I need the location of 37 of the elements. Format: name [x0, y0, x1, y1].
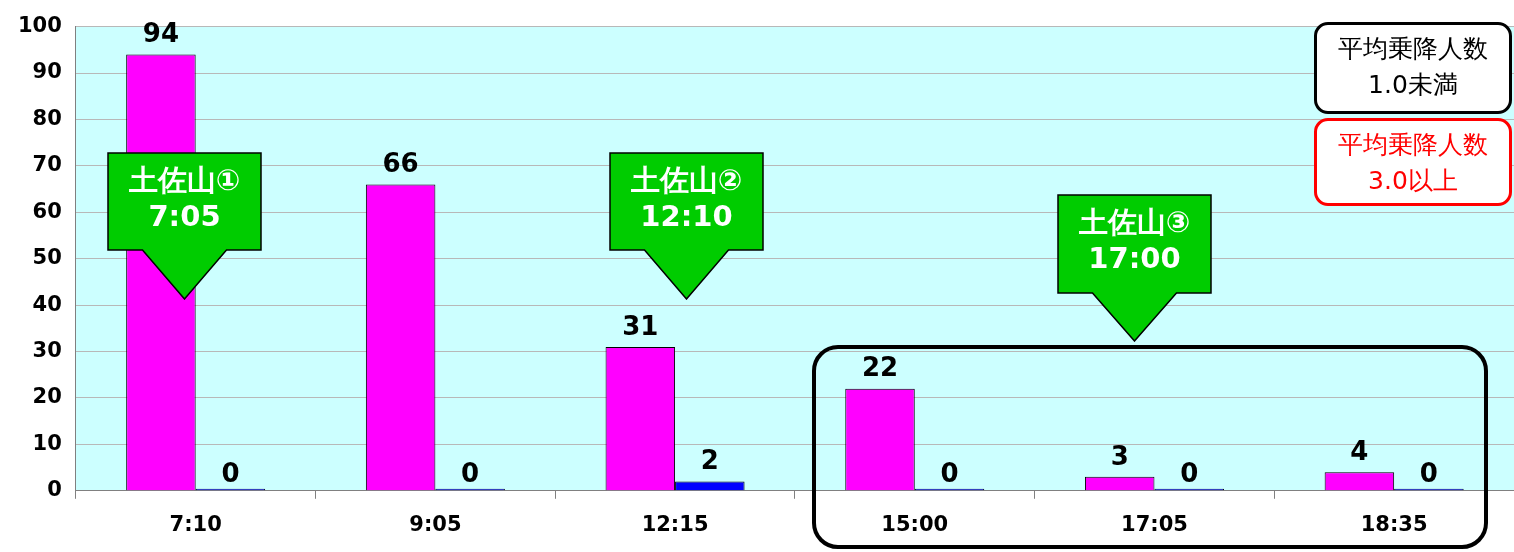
data-label: 0 — [1419, 457, 1438, 488]
y-tick-label: 20 — [32, 384, 62, 409]
y-tick-label: 80 — [32, 105, 62, 130]
data-label: 0 — [1180, 457, 1199, 488]
y-tick-label: 90 — [32, 59, 62, 84]
annotation: 土佐山① 7:05 — [127, 162, 242, 234]
data-label: 22 — [861, 352, 899, 383]
data-label: 4 — [1350, 435, 1369, 466]
data-label: 66 — [382, 148, 419, 179]
y-tick-label: 50 — [32, 245, 62, 270]
data-label: 31 — [622, 310, 659, 341]
y-tick-label: 40 — [32, 291, 62, 316]
data-label: 0 — [221, 457, 240, 488]
annotation: 平均乗降人数 1.0未満 — [1314, 22, 1512, 114]
y-tick-label: 0 — [47, 477, 62, 502]
x-tick-label: 7:10 — [169, 511, 222, 536]
y-tick-label: 100 — [17, 13, 62, 38]
data-label: 2 — [700, 445, 719, 476]
annotation: 土佐山③ 17:00 — [1077, 204, 1192, 276]
data-label: 94 — [142, 18, 180, 49]
arrow-callout: 土佐山③ 17:00 — [1057, 194, 1212, 342]
data-label: 0 — [461, 457, 480, 488]
x-tick-label: 15:00 — [881, 511, 949, 536]
arrow-callout: 土佐山① 7:05 — [107, 152, 262, 300]
y-tick-label: 60 — [32, 198, 62, 223]
annotation: 平均乗降人数 3.0以上 — [1314, 118, 1512, 206]
data-label: 0 — [940, 457, 959, 488]
y-tick-label: 30 — [32, 337, 62, 362]
x-tick-label: 9:05 — [409, 511, 462, 536]
y-tick-label: 10 — [32, 430, 62, 455]
data-label: 3 — [1110, 440, 1129, 471]
x-tick-label: 18:35 — [1360, 511, 1428, 536]
x-tick-label: 12:15 — [641, 511, 709, 536]
x-tick-label: 17:05 — [1121, 511, 1188, 536]
y-tick-label: 70 — [32, 152, 62, 177]
annotation: 土佐山② 12:10 — [629, 162, 744, 234]
arrow-callout: 土佐山② 12:10 — [609, 152, 764, 300]
